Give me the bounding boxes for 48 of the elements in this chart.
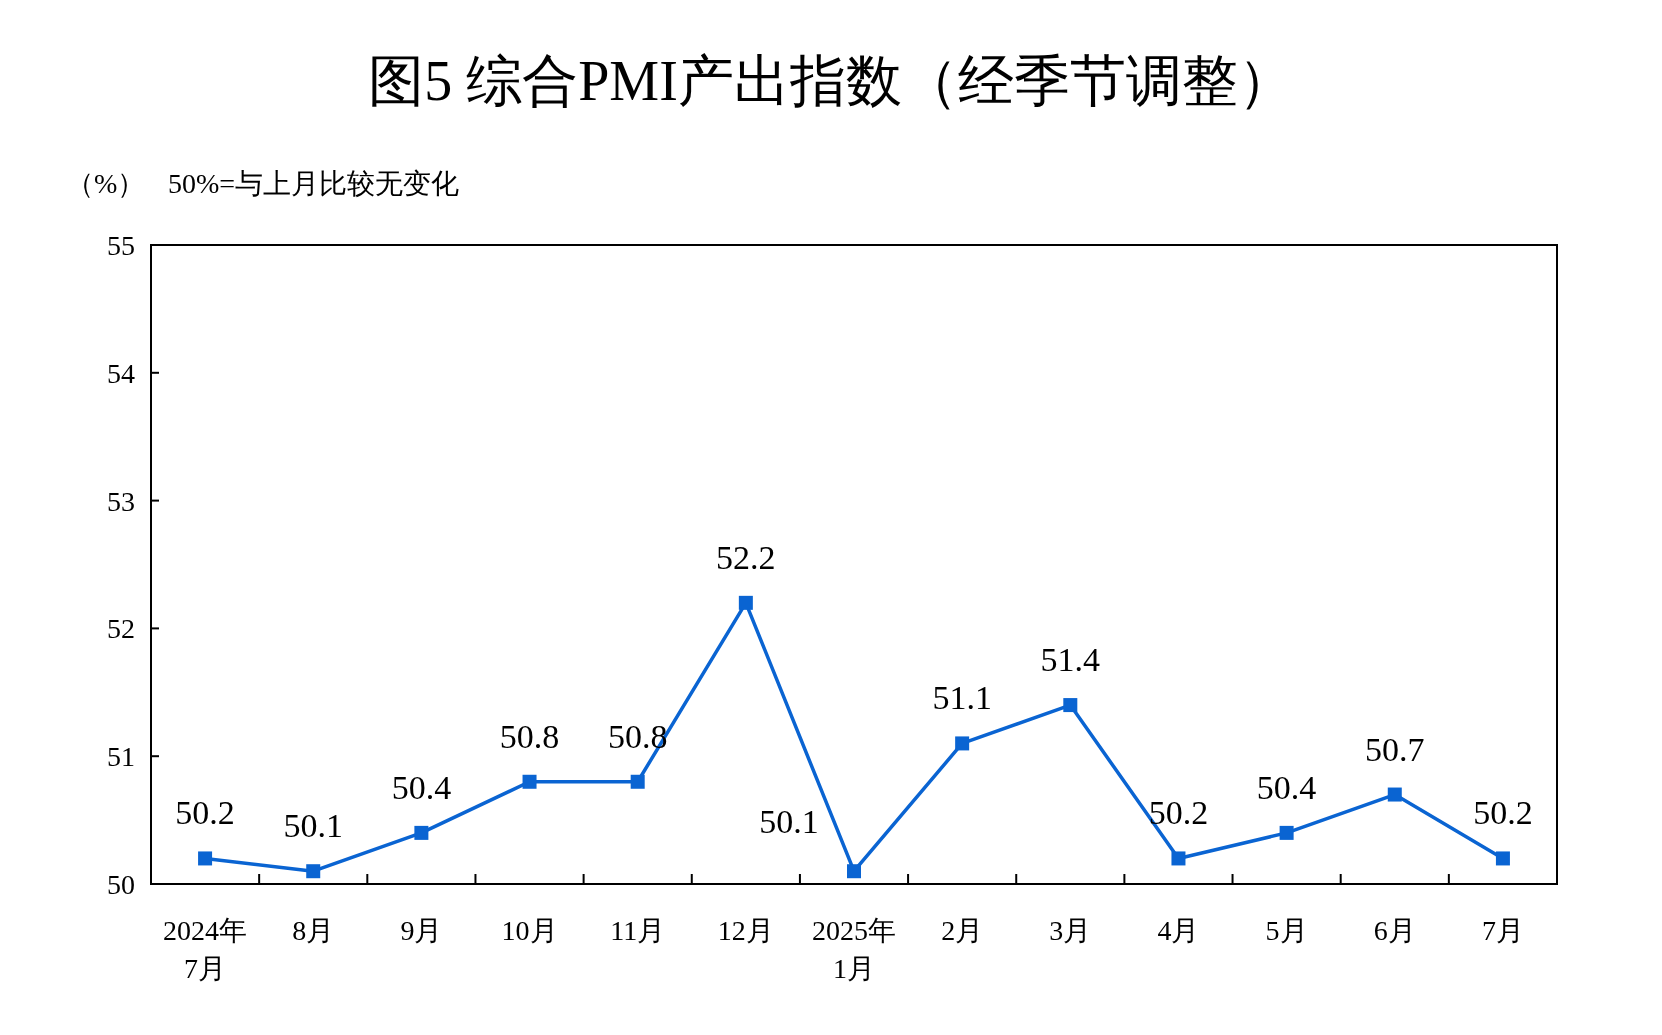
y-tick-label: 55: [107, 230, 135, 261]
data-label: 50.2: [1473, 794, 1533, 832]
x-tick-label: 2024年 7月: [163, 915, 248, 984]
data-label: 50.4: [391, 768, 452, 806]
x-tick-label: 4月: [1157, 915, 1200, 946]
y-tick-label: 54: [107, 357, 135, 389]
point: [306, 864, 321, 879]
point: [955, 736, 970, 751]
text: 50%=与上月比较无变化: [168, 168, 460, 199]
x-tick-label: 2025年 1月: [812, 915, 896, 984]
x-tick-label: 3月: [1049, 915, 1092, 946]
x-tick-label: 2月: [941, 915, 984, 946]
point: [1495, 851, 1510, 866]
point: [847, 864, 861, 879]
data-label: 50.4: [1256, 768, 1317, 806]
data-label: 51.1: [932, 679, 992, 717]
point: [1279, 825, 1294, 840]
data-label: 52.2: [716, 538, 776, 576]
y-axis-title: （%）: [66, 168, 146, 199]
point: [198, 851, 213, 866]
chart-title: 图5 综合PMI产出指数（经季节调整）: [368, 50, 1294, 112]
point: [414, 825, 429, 840]
y-tick-label: 52: [107, 613, 135, 645]
x-tick-label: 11月: [610, 915, 666, 946]
y-tick-label: 53: [107, 485, 135, 517]
data-label: 51.4: [1040, 641, 1101, 679]
x-tick-label: 5月: [1265, 915, 1308, 946]
data-label: 50.8: [499, 717, 560, 755]
point: [1063, 698, 1078, 713]
point: [1387, 787, 1402, 802]
data-label: 50.2: [1148, 794, 1209, 832]
x-tick-label: 9月: [400, 915, 443, 946]
x-tick-label: 7月: [1481, 915, 1524, 946]
y-tick-label: 50: [107, 869, 135, 900]
data-label: 50.1: [283, 807, 343, 845]
x-tick-label: 6月: [1373, 915, 1416, 946]
point: [630, 774, 645, 789]
data-label: 50.1: [759, 803, 819, 841]
y-tick-label: 51: [107, 741, 135, 773]
point: [522, 774, 537, 789]
data-label: 50.7: [1365, 730, 1425, 768]
x-tick-label: 12月: [717, 915, 774, 946]
x-tick-label: 10月: [501, 915, 558, 946]
x-tick-label: 8月: [292, 915, 335, 946]
point: [738, 595, 753, 610]
data-label: 50.2: [175, 794, 235, 832]
data-label: 50.8: [607, 717, 668, 755]
point: [1171, 851, 1186, 866]
